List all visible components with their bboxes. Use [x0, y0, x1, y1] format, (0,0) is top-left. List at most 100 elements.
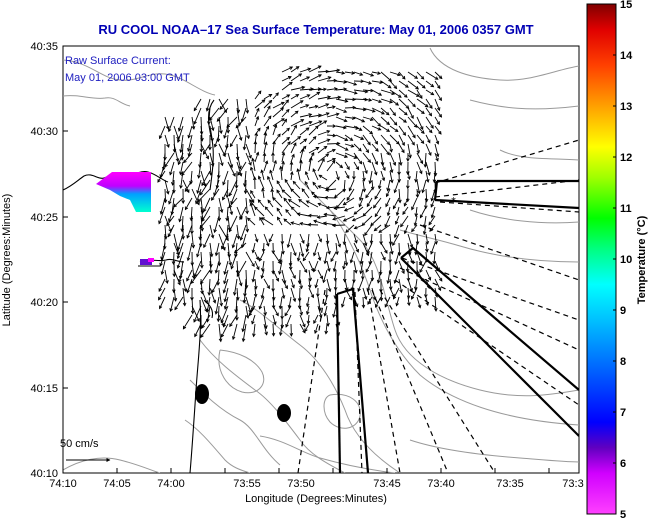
current-vector [203, 233, 211, 248]
current-vector [263, 305, 266, 316]
current-vector-head [360, 136, 365, 140]
temperature-colorbar: 15 14 13 12 11 10 9 8 7 6 5 Temperature … [586, 0, 648, 519]
current-vector [263, 94, 272, 100]
current-vector [402, 206, 409, 215]
current-vector [434, 134, 439, 145]
current-vector [326, 69, 340, 73]
current-vector-head [187, 147, 191, 152]
current-vector [279, 251, 283, 263]
current-vector [362, 134, 371, 146]
current-vector-head [237, 171, 241, 176]
current-vector [407, 116, 418, 128]
current-vector [218, 323, 222, 342]
current-vector [377, 269, 382, 283]
current-vector-head [343, 118, 348, 123]
x-tick-label: 73:40 [427, 478, 455, 490]
current-vector-head [434, 76, 439, 80]
current-vector-head [359, 72, 364, 76]
current-vector [177, 125, 184, 143]
current-vector-head [249, 202, 254, 207]
current-vector [183, 152, 193, 163]
current-vector [235, 116, 247, 129]
current-vector-head [415, 194, 420, 199]
current-vector [244, 170, 247, 187]
current-vector-head [374, 161, 378, 166]
current-vector [313, 260, 319, 272]
current-vector [284, 179, 292, 190]
current-vector-head [426, 285, 431, 290]
current-vector [214, 134, 220, 148]
current-vector [230, 251, 238, 269]
current-vector-head [353, 82, 358, 86]
current-vector [245, 296, 252, 313]
current-vector [423, 224, 427, 235]
current-vector [158, 206, 166, 224]
current-vector-head [284, 312, 288, 317]
current-vector [159, 125, 166, 139]
current-vector [362, 116, 374, 121]
current-vector [186, 224, 193, 239]
current-vector-head [332, 124, 337, 128]
current-vector [434, 278, 442, 291]
current-vector-head [219, 106, 224, 110]
current-vector-head [415, 86, 420, 90]
site-marker-west [195, 384, 209, 404]
current-vector [292, 181, 301, 190]
current-vector [262, 242, 265, 252]
current-vector-head [194, 333, 198, 338]
current-vector [358, 197, 364, 207]
current-vector [223, 125, 229, 139]
current-vector [299, 88, 314, 91]
current-vector-head [325, 240, 330, 245]
current-vector-head [278, 305, 283, 310]
current-vector [174, 296, 184, 310]
current-vector-head [251, 263, 255, 267]
current-vector [258, 176, 265, 190]
current-vector [407, 125, 416, 138]
current-vector-head [250, 190, 254, 194]
current-vector [335, 233, 341, 247]
current-vector-head [235, 317, 239, 321]
current-vector-head [323, 260, 328, 265]
current-vector-head [226, 124, 231, 128]
current-vector-head [430, 91, 435, 96]
current-vector [425, 188, 428, 202]
current-vector [398, 89, 408, 98]
current-vector [335, 98, 348, 102]
current-vector [403, 197, 409, 207]
current-vector-head [290, 206, 295, 211]
current-vector [425, 71, 439, 80]
current-vector-head [436, 267, 440, 272]
current-vector [380, 71, 392, 82]
current-vector [261, 269, 265, 279]
current-vector [272, 124, 277, 136]
current-vector [384, 296, 391, 308]
current-vector [242, 323, 247, 342]
current-vector [394, 251, 400, 265]
current-vector [351, 278, 355, 291]
current-vector-head [394, 261, 398, 266]
current-vector-head [251, 320, 255, 325]
current-vector [198, 161, 202, 178]
current-vector-head [193, 318, 197, 323]
current-vector-head [409, 244, 414, 249]
current-vector-head [293, 142, 297, 147]
current-vector [169, 161, 175, 175]
current-vector [380, 251, 386, 261]
current-vector-head [421, 85, 426, 89]
current-vector-head [344, 99, 349, 103]
current-vector [317, 103, 329, 109]
current-vector-head [193, 107, 198, 112]
current-vector [398, 125, 406, 136]
current-vector-head [266, 285, 270, 290]
current-vector-head [205, 308, 210, 313]
current-vector [344, 278, 348, 291]
current-vector [191, 305, 200, 322]
current-vector [371, 116, 381, 127]
current-vector [324, 296, 328, 306]
current-vector-head [374, 140, 378, 145]
current-vector [241, 233, 247, 248]
current-vector-head [200, 290, 204, 295]
current-vector [173, 134, 176, 152]
current-vector-head [346, 166, 350, 171]
